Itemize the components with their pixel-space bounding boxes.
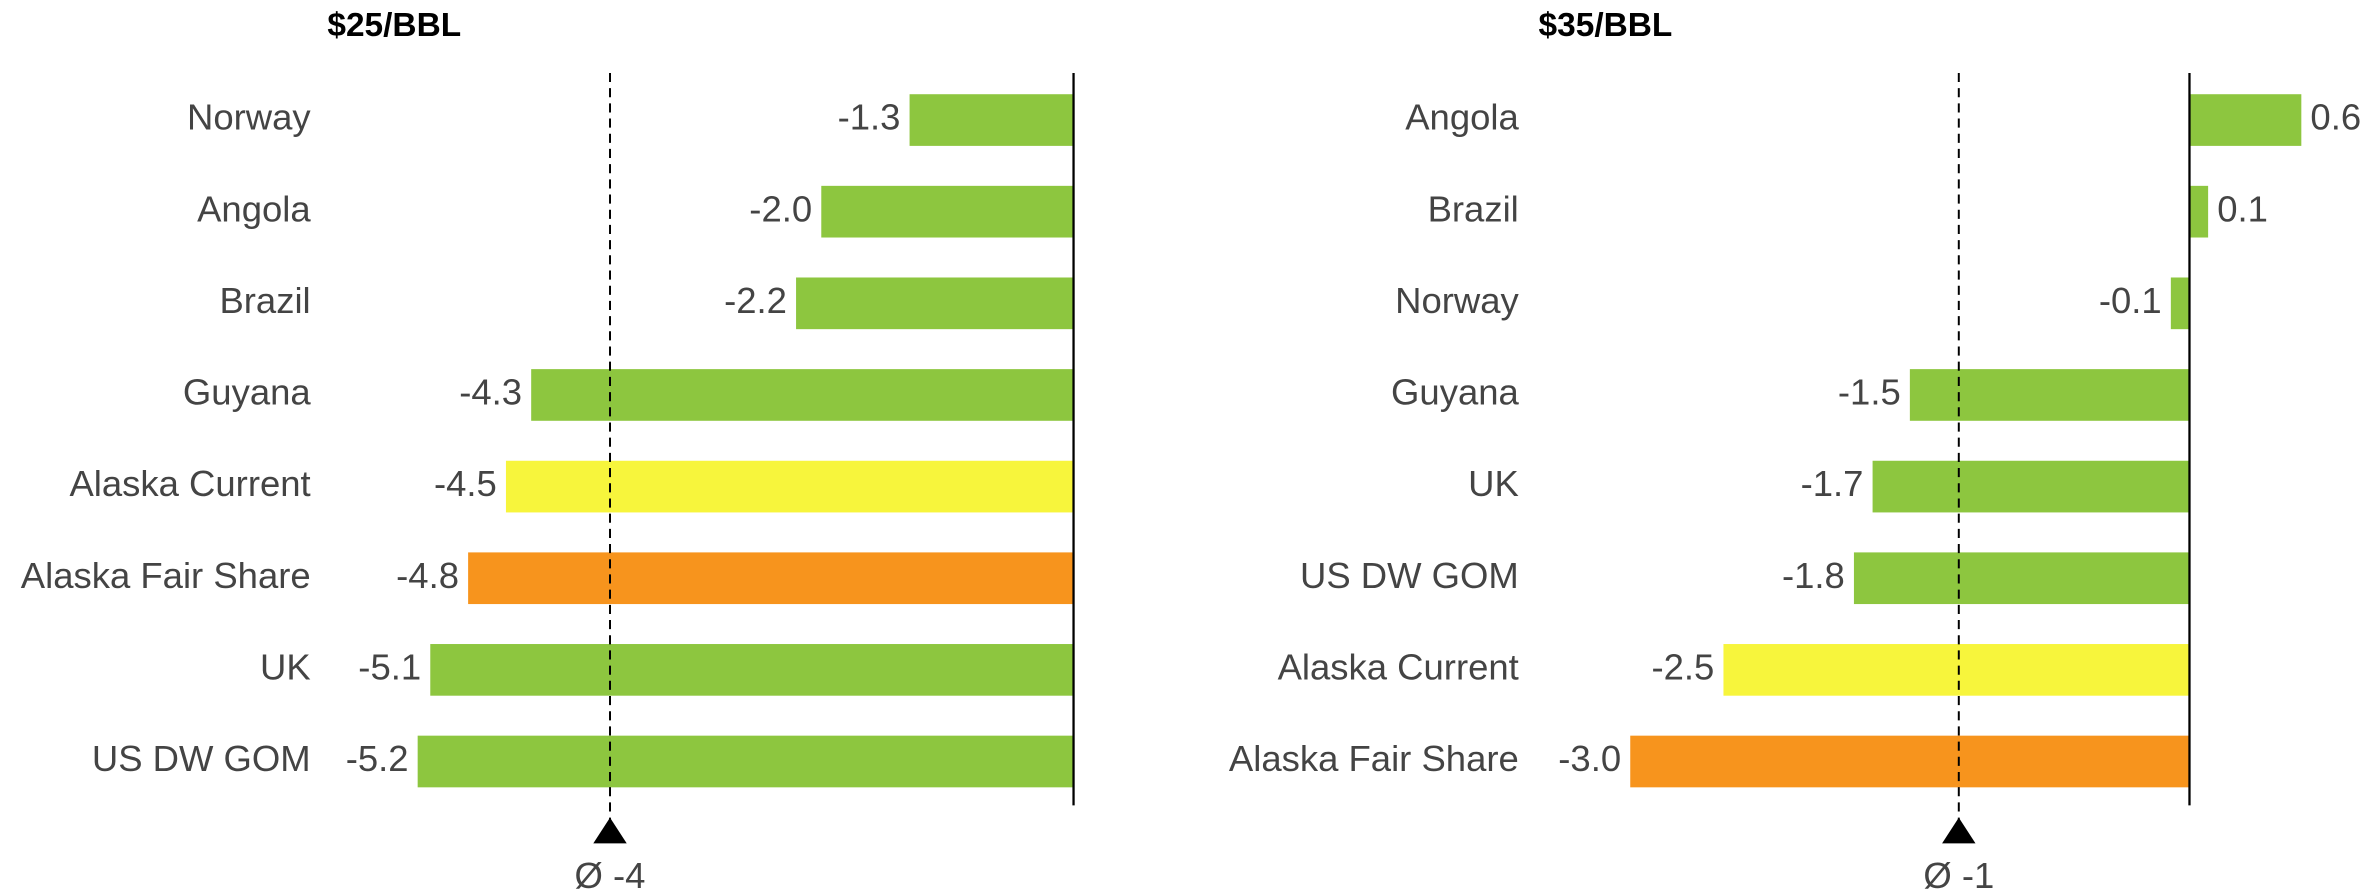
category-label: UK	[260, 647, 311, 688]
category-label: Angola	[197, 188, 311, 229]
value-label: -2.0	[749, 188, 812, 229]
bar	[1723, 644, 2190, 696]
bar	[2189, 185, 2209, 238]
category-label: UK	[1468, 463, 1519, 504]
category-label: Brazil	[219, 280, 310, 321]
bar	[430, 644, 1074, 696]
average-label: Ø -4	[575, 855, 646, 889]
category-label: US DW GOM	[92, 738, 311, 779]
bar	[531, 369, 1074, 421]
category-label: Alaska Fair Share	[1229, 738, 1519, 779]
bar	[909, 94, 1074, 146]
bar	[2170, 277, 2190, 330]
value-label: 0.6	[2310, 97, 2361, 138]
value-label: -1.7	[1801, 463, 1864, 504]
value-label: -1.8	[1782, 555, 1845, 596]
bar	[505, 460, 1074, 513]
category-label: Norway	[187, 97, 311, 138]
value-label: -2.5	[1651, 647, 1714, 688]
category-label: Alaska Current	[1278, 647, 1519, 688]
category-label: Alaska Fair Share	[21, 555, 311, 596]
category-label: Norway	[1395, 280, 1519, 321]
category-label: Brazil	[1428, 188, 1519, 229]
value-label: -1.5	[1838, 372, 1901, 413]
value-label: -1.3	[838, 97, 901, 138]
category-label: Guyana	[183, 372, 311, 413]
bar	[1853, 552, 2190, 605]
value-label: -5.2	[346, 738, 409, 779]
bar	[468, 552, 1074, 605]
value-label: -4.8	[396, 555, 459, 596]
value-label: -5.1	[358, 647, 421, 688]
value-label: 0.1	[2217, 188, 2268, 229]
bar	[1872, 460, 2190, 513]
bar	[2189, 94, 2302, 146]
value-label: -4.5	[434, 463, 497, 504]
category-label: Angola	[1405, 97, 1519, 138]
bar	[796, 277, 1074, 330]
value-label: -4.3	[459, 372, 522, 413]
average-marker	[1942, 817, 1976, 844]
bar	[1909, 369, 2190, 421]
value-label: -2.2	[724, 280, 787, 321]
bar	[417, 735, 1074, 788]
value-label: -3.0	[1558, 738, 1621, 779]
category-label: Alaska Current	[69, 463, 310, 504]
average-label: Ø -1	[1923, 855, 1994, 889]
category-label: US DW GOM	[1300, 555, 1519, 596]
bar	[821, 185, 1074, 238]
chart-title: $25/BBL	[327, 7, 461, 44]
chart-title: $35/BBL	[1539, 7, 1673, 44]
category-label: Guyana	[1391, 372, 1519, 413]
average-marker	[593, 817, 627, 844]
bar	[1630, 735, 2190, 788]
value-label: -0.1	[2099, 280, 2162, 321]
